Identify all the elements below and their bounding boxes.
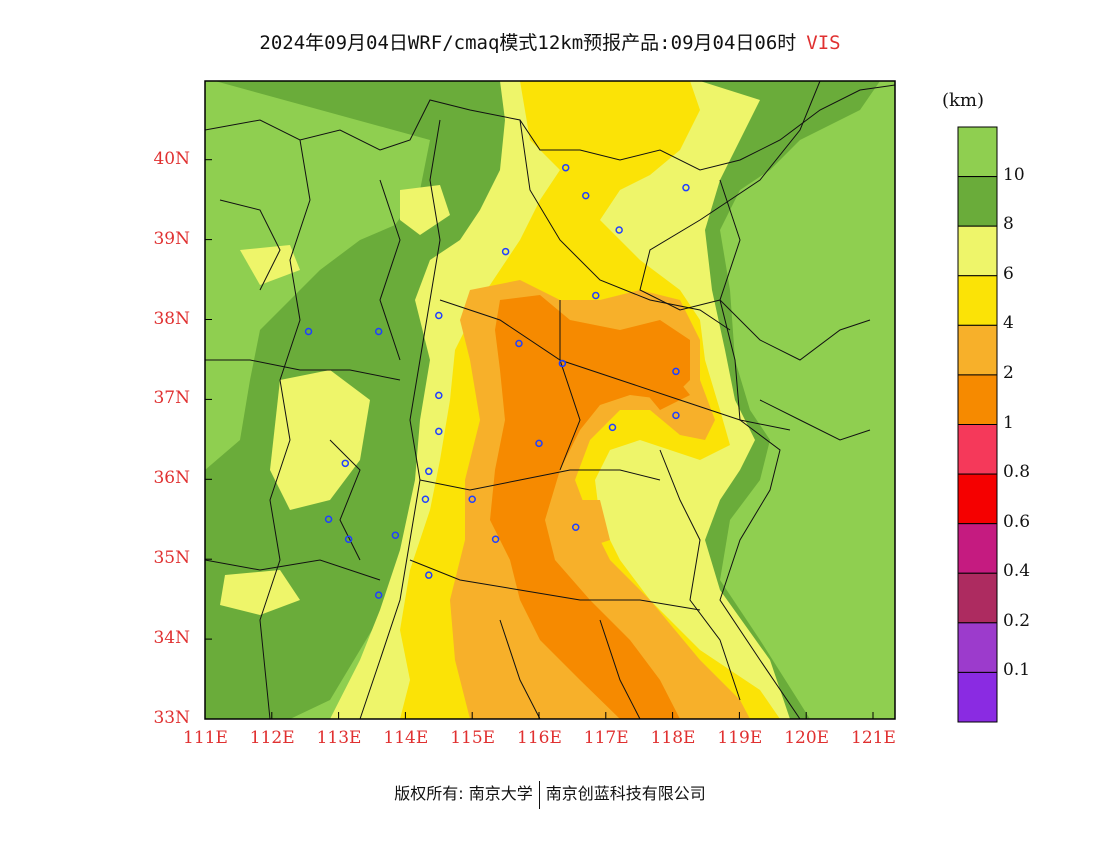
legend-label: 0.6 (1003, 511, 1031, 532)
legend-unit: (km) (942, 90, 985, 111)
y-tick-label: 37N (153, 388, 190, 409)
x-tick-label: 113E (316, 728, 362, 748)
x-tick-label: 118E (650, 728, 696, 748)
city-marker (374, 591, 383, 599)
city-marker (324, 515, 333, 523)
city-marker (468, 495, 476, 504)
visibility-field (205, 81, 895, 719)
legend-label: 0.8 (1003, 462, 1031, 483)
x-tick-label: 115E (450, 728, 496, 748)
legend-swatch (957, 126, 998, 178)
legend-label: 10 (1003, 164, 1025, 185)
legend-swatch (957, 424, 998, 475)
copyright-footer: 版权所有: 南京大学 南京创蓝科技有限公司 (0, 780, 1100, 809)
y-tick-label: 34N (153, 628, 190, 649)
city-marker (515, 339, 523, 348)
footer-separator (538, 780, 540, 809)
city-marker (421, 495, 430, 504)
city-marker (501, 247, 510, 256)
city-marker (435, 311, 443, 320)
legend-colorbar (957, 126, 998, 723)
city-marker (344, 535, 353, 543)
x-tick-label: 112E (249, 728, 295, 748)
legend-label: 8 (1003, 214, 1014, 235)
legend-label: 6 (1003, 263, 1014, 284)
map-frame (204, 80, 896, 720)
x-tick-label: 116E (517, 728, 562, 748)
legend-swatch (957, 324, 998, 376)
city-marker (571, 523, 580, 531)
city-marker (592, 291, 600, 300)
city-marker (304, 327, 313, 336)
city-marker (608, 423, 617, 432)
legend-swatch (957, 176, 998, 227)
city-marker (672, 411, 680, 420)
variable-label: VIS (806, 32, 841, 54)
x-tick-label: 114E (383, 728, 429, 748)
city-marker (425, 467, 433, 476)
legend-swatch (957, 671, 998, 723)
coastline (639, 81, 821, 719)
city-marker (435, 427, 443, 436)
city-marker (425, 571, 433, 579)
y-tick-label: 33N (153, 708, 190, 728)
legend-swatch (957, 374, 998, 425)
legend-swatch (957, 622, 998, 673)
city-marker (535, 439, 543, 448)
y-tick-label: 40N (153, 148, 190, 169)
x-tick-label: 121E (851, 728, 896, 748)
y-tick-label: 35N (153, 548, 190, 569)
city-marker (491, 535, 500, 543)
map-title: 2024年09月04日WRF/cmaq模式12km预报产品:09月04日06时 V… (0, 28, 1100, 55)
copyright-left: 版权所有: 南京大学 (394, 784, 533, 803)
legend-swatch (957, 275, 998, 326)
city-marker (582, 191, 590, 200)
y-tick-label: 38N (153, 308, 190, 329)
x-tick-label: 120E (784, 728, 830, 748)
axis-ticks (204, 159, 874, 720)
legend-swatch (957, 473, 998, 525)
legend-label: 0.4 (1003, 561, 1031, 582)
legend-label: 0.2 (1003, 610, 1031, 631)
city-marker (561, 163, 570, 172)
x-tick-label: 111E (183, 728, 228, 748)
legend-swatch (957, 225, 998, 277)
boundaries (205, 84, 895, 719)
legend-swatch (957, 523, 998, 574)
title-text: 2024年09月04日WRF/cmaq模式12km预报产品:09月04日06时 (259, 32, 797, 54)
legend-label: 1 (1003, 412, 1014, 433)
city-marker (341, 459, 350, 468)
city-marker (391, 531, 400, 539)
city-marker (672, 367, 680, 376)
legend-label: 0.1 (1003, 660, 1031, 681)
city-marker (558, 359, 567, 368)
legend-label: 2 (1003, 362, 1014, 383)
y-tick-label: 39N (153, 228, 190, 249)
city-marker (435, 391, 443, 400)
x-tick-label: 117E (583, 728, 629, 748)
city-marker (615, 226, 623, 234)
city-markers (304, 163, 690, 599)
legend-label: 4 (1003, 313, 1014, 334)
y-tick-label: 36N (153, 468, 190, 489)
legend-swatch (957, 572, 998, 624)
x-tick-label: 119E (717, 728, 763, 748)
city-marker (682, 183, 690, 192)
copyright-right: 南京创蓝科技有限公司 (545, 784, 706, 803)
city-marker (374, 327, 383, 336)
